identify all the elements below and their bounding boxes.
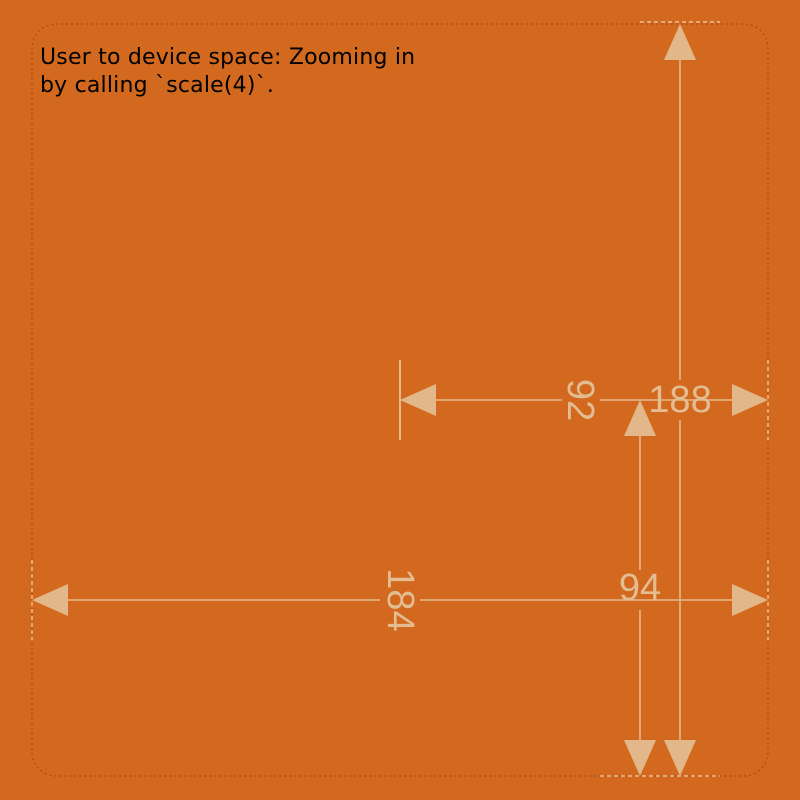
dimension-label: 184	[379, 568, 421, 631]
arrowhead-left	[32, 584, 68, 616]
arrowhead-left	[400, 384, 436, 416]
dimension-label: 94	[619, 567, 661, 609]
arrowhead-right	[732, 584, 768, 616]
arrowhead-bottom	[624, 740, 656, 776]
dimension-188: 188	[600, 21, 720, 777]
device-frame	[31, 23, 769, 777]
arrowhead-bottom	[664, 740, 696, 776]
caption: User to device space: Zooming in by call…	[40, 44, 500, 100]
arrowhead-top	[664, 24, 696, 60]
dimension-184: 184	[31, 560, 769, 640]
arrowhead-right	[732, 384, 768, 416]
caption-line: by calling `scale(4)`.	[40, 73, 275, 98]
dimension-92: 92	[399, 360, 769, 440]
arrowhead-top	[624, 400, 656, 436]
dimension-94: 94	[619, 400, 661, 776]
caption-line: User to device space: Zooming in	[40, 45, 416, 70]
dimension-label: 92	[559, 379, 601, 421]
dimension-label: 188	[648, 379, 711, 421]
